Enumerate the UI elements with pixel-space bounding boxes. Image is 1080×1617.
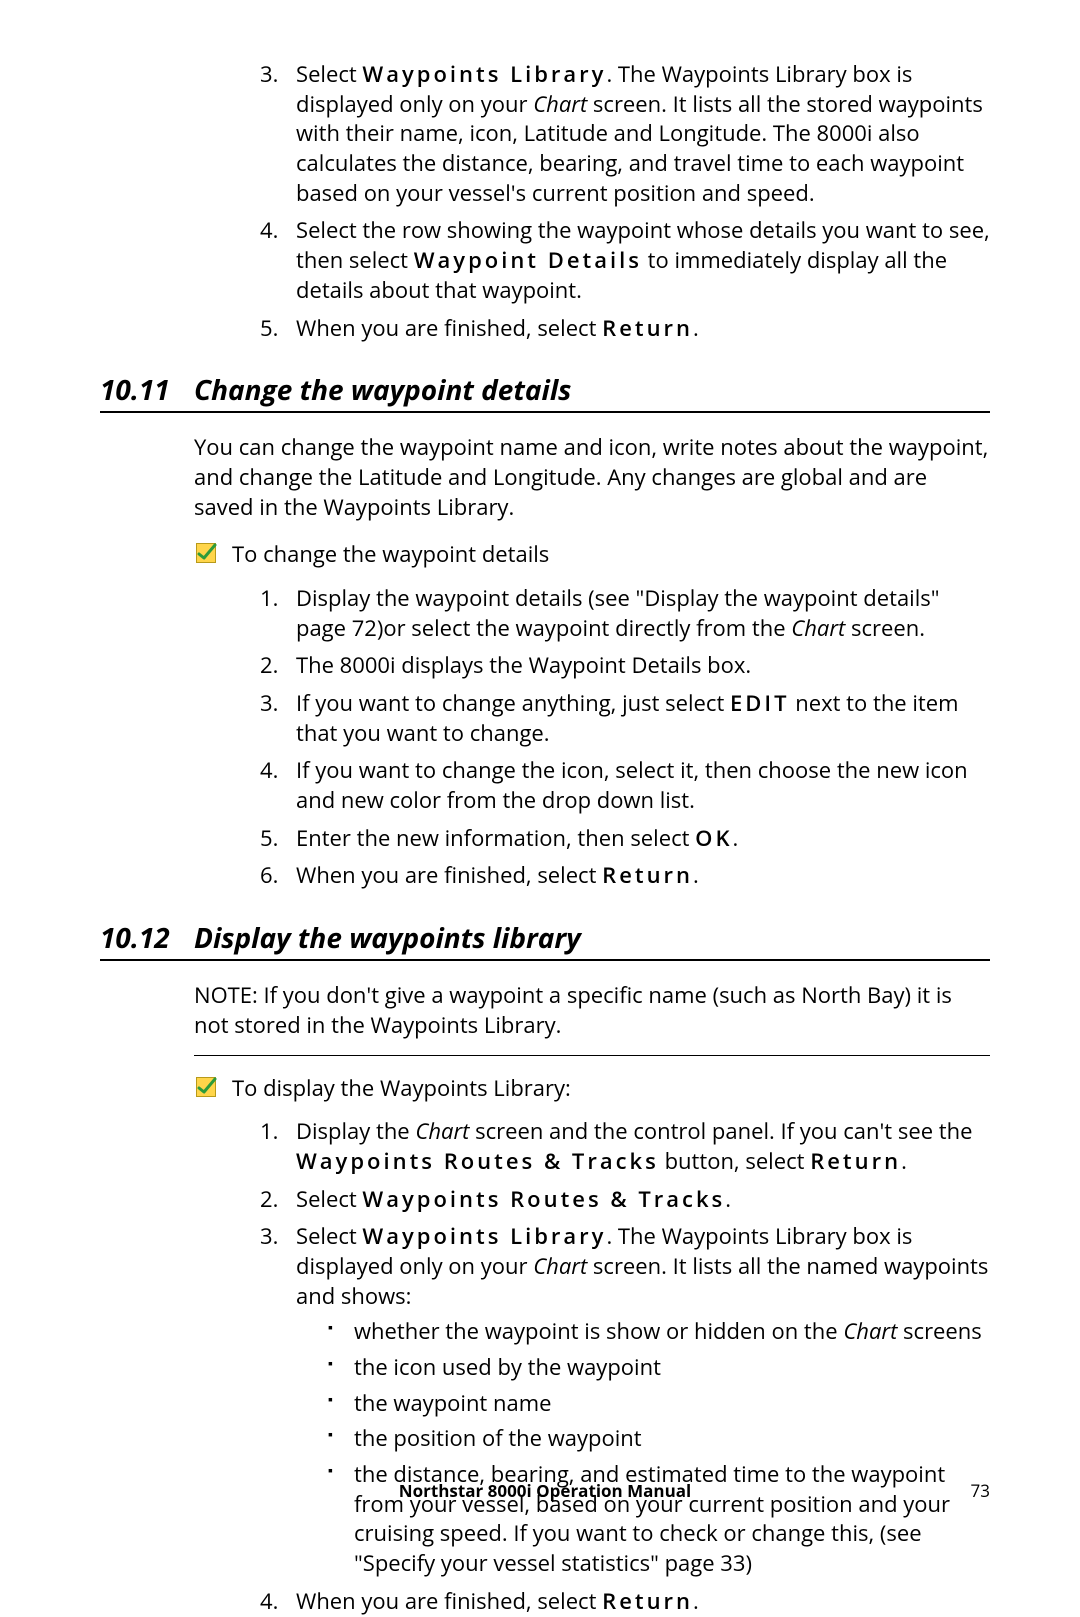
list-item: The 8000i displays the Waypoint Details … [260,651,990,681]
cmd-text: Waypoints Library [362,1221,606,1251]
list-item: Select Waypoints Library. The Waypoints … [260,1222,990,1579]
section-title: Change the waypoint details [194,371,571,409]
bullet-item: whether the waypoint is show or hidden o… [328,1317,990,1347]
text: whether the waypoint is show or hidden o… [354,1316,843,1346]
bullet-item: the position of the waypoint [328,1424,990,1454]
footer-title: Northstar 8000i Operation Manual [100,1479,990,1502]
section-heading-10-12: 10.12 Display the waypoints library [100,919,990,961]
section-11-steps: Display the waypoint details (see "Displ… [100,584,990,891]
cmd-text: Waypoints Routes & Tracks [362,1184,725,1214]
bullet-item: the distance, bearing, and estimated tim… [328,1460,990,1579]
cmd-text: Return [602,313,693,343]
text: the icon used by the waypoint [354,1352,661,1382]
cmd-text: Return [810,1146,901,1176]
text: . [901,1146,907,1176]
intro-ol-item: Select the row showing the waypoint whos… [260,216,990,305]
ital-text: Chart [791,613,845,643]
ital-text: Chart [843,1316,897,1346]
text: Select [296,1221,362,1251]
section-title: Display the waypoints library [194,919,581,957]
text: screen. [845,613,925,643]
list-item: When you are finished, select Return. [260,1587,990,1617]
text: If you want to change the icon, select i… [296,755,968,815]
section-number: 10.12 [100,919,194,957]
cmd-text: Waypoint Details [414,245,642,275]
text: Display the [296,1116,415,1146]
intro-ol-item: Select Waypoints Library. The Waypoints … [260,60,990,208]
ital-text: Chart [415,1116,469,1146]
list-item: If you want to change anything, just sel… [260,689,990,748]
cmd-text: Waypoints Routes & Tracks [296,1146,659,1176]
cmd-text: Waypoints Library [362,59,606,89]
procedure-heading-text: To change the waypoint details [232,540,549,570]
section-number: 10.11 [100,371,194,409]
text: Enter the new information, then select [296,823,695,853]
cmd-text: Return [602,860,693,890]
text: screens [897,1316,981,1346]
section-intro-para: NOTE: If you don't give a waypoint a spe… [194,981,990,1055]
text: screen and the control panel. If you can… [469,1116,972,1146]
procedure-heading-text: To display the Waypoints Library: [232,1074,571,1104]
check-icon [194,1077,218,1097]
list-item: When you are finished, select Return. [260,861,990,891]
list-item: Display the waypoint details (see "Displ… [260,584,990,643]
ital-text: Chart [533,1251,587,1281]
text: When you are finished, select [296,860,602,890]
text: . [725,1184,731,1214]
check-icon [194,543,218,563]
page-footer: Northstar 8000i Operation Manual 73 [100,1479,990,1502]
text: The 8000i displays the Waypoint Details … [296,650,751,680]
text: When you are finished, select [296,1586,602,1616]
text: Select [296,1184,362,1214]
procedure-heading: To change the waypoint details [194,540,990,570]
text: . [693,1586,699,1616]
ital-text: Chart [533,89,587,119]
list-item: Display the Chart screen and the control… [260,1117,990,1176]
list-item: Select Waypoints Routes & Tracks. [260,1185,990,1215]
text: the waypoint name [354,1388,551,1418]
cmd-text: OK [695,823,732,853]
cmd-text: Return [602,1586,693,1616]
list-item: If you want to change the icon, select i… [260,756,990,815]
section-12-steps: Display the Chart screen and the control… [100,1117,990,1616]
cmd-text: EDIT [730,688,790,718]
text: the distance, bearing, and estimated tim… [354,1459,950,1578]
text: the position of the waypoint [354,1423,642,1453]
text: Select [296,59,362,89]
intro-ol: Select Waypoints Library. The Waypoints … [100,60,990,343]
list-item: Enter the new information, then select O… [260,824,990,854]
intro-ol-item: When you are finished, select Return. [260,314,990,344]
text: When you are finished, select [296,313,602,343]
bullet-item: the waypoint name [328,1389,990,1419]
text: button, select [659,1146,810,1176]
page: Select Waypoints Library. The Waypoints … [0,0,1080,1540]
text: . [693,313,699,343]
text: . [733,823,739,853]
bullet-item: the icon used by the waypoint [328,1353,990,1383]
section-intro-para: You can change the waypoint name and ico… [194,433,990,522]
text: If you want to change anything, just sel… [296,688,730,718]
section-heading-10-11: 10.11 Change the waypoint details [100,371,990,413]
procedure-heading: To display the Waypoints Library: [194,1074,990,1104]
text: . [693,860,699,890]
